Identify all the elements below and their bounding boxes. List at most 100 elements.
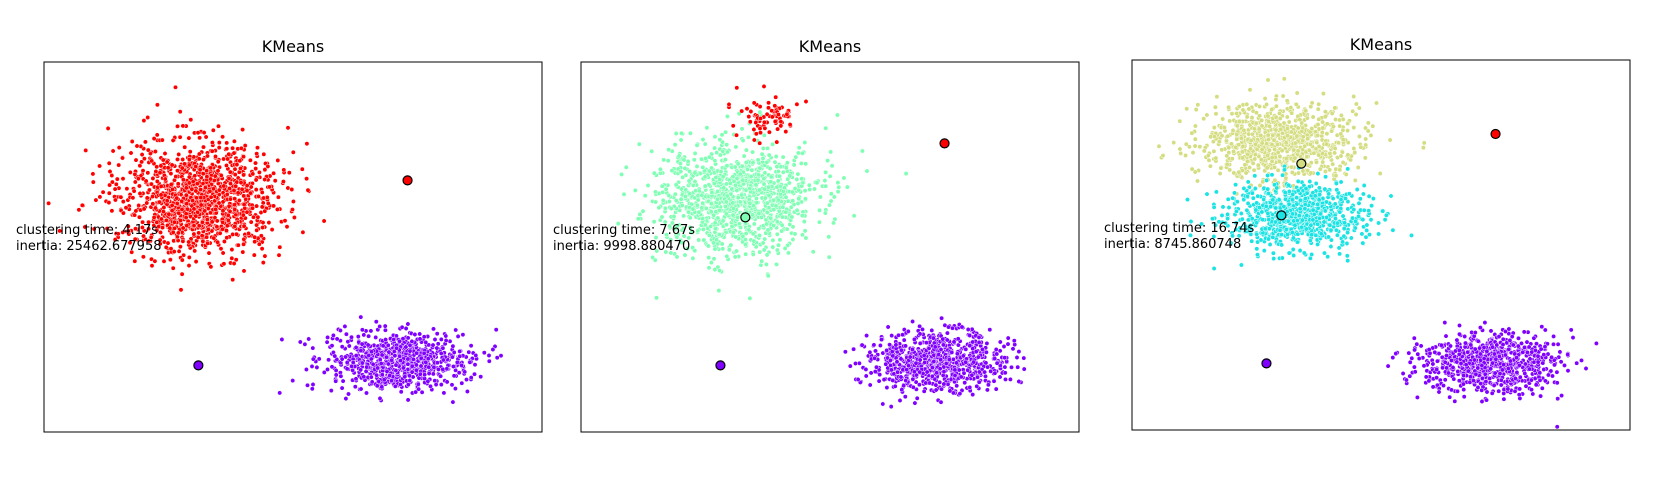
data-point: [419, 389, 425, 395]
data-point: [917, 323, 923, 329]
data-point: [779, 228, 785, 234]
data-point: [982, 369, 988, 375]
data-point: [248, 184, 254, 190]
data-point: [715, 215, 721, 221]
data-point: [221, 183, 227, 189]
data-point: [730, 212, 736, 218]
data-point: [409, 363, 415, 369]
data-point: [1314, 159, 1319, 165]
data-point: [224, 228, 229, 233]
data-point: [152, 258, 158, 264]
data-point: [772, 159, 778, 165]
data-point: [1320, 119, 1326, 125]
data-point: [266, 220, 272, 226]
data-point: [107, 182, 113, 188]
data-point: [1021, 366, 1027, 372]
data-point: [898, 347, 904, 353]
data-point: [941, 369, 947, 375]
data-point: [1283, 156, 1289, 161]
data-point: [842, 349, 848, 355]
data-point: [204, 168, 210, 174]
data-point: [1221, 125, 1227, 131]
data-point: [799, 150, 805, 156]
data-point: [468, 375, 474, 381]
data-point: [659, 183, 665, 189]
data-point: [1010, 346, 1016, 352]
data-point: [305, 382, 310, 388]
data-point: [157, 199, 162, 205]
data-point: [133, 157, 139, 163]
data-point: [764, 111, 770, 117]
data-point: [831, 220, 836, 226]
data-point: [1289, 110, 1295, 116]
data-point: [221, 156, 227, 162]
data-point: [691, 157, 697, 163]
data-point: [666, 193, 672, 198]
data-point: [921, 353, 927, 358]
data-point: [418, 363, 424, 369]
data-point: [829, 163, 835, 169]
data-point: [177, 244, 183, 250]
data-point: [208, 176, 214, 182]
data-point: [687, 191, 693, 197]
data-point: [757, 104, 763, 110]
data-point: [889, 333, 895, 339]
data-point: [835, 189, 841, 195]
data-point: [224, 163, 229, 168]
data-point: [772, 119, 778, 124]
data-point: [701, 237, 707, 243]
data-point: [917, 369, 923, 375]
data-point: [903, 171, 909, 177]
data-point: [79, 202, 85, 208]
data-point: [712, 134, 718, 140]
data-point: [1016, 379, 1022, 384]
data-point: [1190, 150, 1196, 156]
data-point: [1183, 153, 1189, 158]
data-point: [299, 166, 305, 172]
data-point: [659, 214, 665, 220]
data-point: [1003, 376, 1008, 382]
data-point: [191, 206, 197, 212]
data-point: [457, 353, 463, 359]
data-point: [758, 262, 764, 268]
data-point: [907, 354, 913, 360]
data-point: [220, 208, 226, 214]
data-point: [1002, 364, 1008, 370]
data-point: [761, 181, 767, 187]
data-point: [949, 349, 955, 355]
data-point: [164, 198, 170, 204]
data-point: [1327, 150, 1333, 156]
data-point: [382, 327, 388, 333]
data-point: [1252, 152, 1258, 158]
data-point: [174, 195, 180, 201]
data-point: [687, 215, 693, 221]
data-point: [132, 171, 138, 177]
data-point: [213, 154, 218, 159]
data-point: [706, 255, 712, 261]
data-point: [976, 334, 982, 340]
data-point: [756, 226, 762, 232]
data-point: [380, 343, 386, 349]
data-point: [940, 342, 946, 348]
data-point: [364, 364, 370, 370]
data-point: [432, 337, 438, 342]
data-point: [344, 360, 350, 365]
data-point: [260, 260, 266, 266]
data-point: [227, 196, 233, 202]
data-point: [934, 370, 940, 376]
data-point: [165, 240, 171, 246]
data-point: [673, 198, 679, 203]
data-point: [1266, 119, 1271, 124]
data-point: [179, 206, 185, 212]
data-point: [345, 339, 351, 345]
data-point: [90, 179, 96, 185]
data-point: [334, 336, 340, 342]
data-point: [275, 194, 281, 200]
data-point: [333, 367, 339, 373]
data-point: [215, 239, 221, 245]
data-point: [116, 145, 122, 151]
data-point: [129, 249, 135, 255]
data-point: [965, 327, 971, 332]
data-point: [191, 231, 197, 237]
data-point: [246, 230, 252, 236]
